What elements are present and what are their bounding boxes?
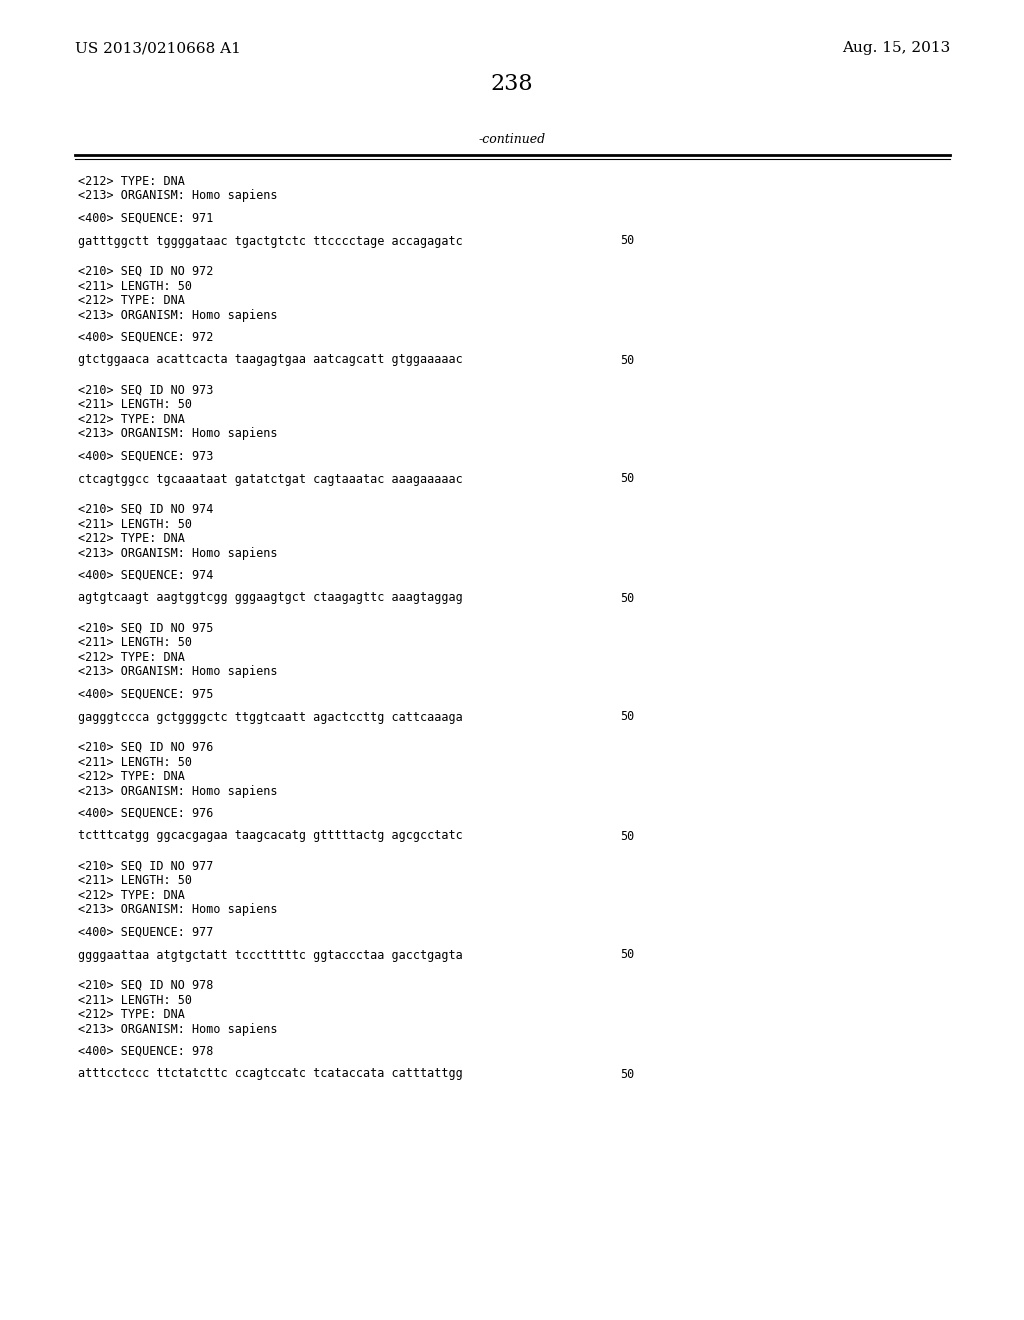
Text: Aug. 15, 2013: Aug. 15, 2013 bbox=[842, 41, 950, 55]
Text: <400> SEQUENCE: 975: <400> SEQUENCE: 975 bbox=[78, 688, 213, 701]
Text: -continued: -continued bbox=[478, 133, 546, 147]
Text: <210> SEQ ID NO 972: <210> SEQ ID NO 972 bbox=[78, 265, 213, 279]
Text: 50: 50 bbox=[620, 235, 634, 248]
Text: <400> SEQUENCE: 978: <400> SEQUENCE: 978 bbox=[78, 1045, 213, 1059]
Text: <213> ORGANISM: Homo sapiens: <213> ORGANISM: Homo sapiens bbox=[78, 665, 278, 678]
Text: <211> LENGTH: 50: <211> LENGTH: 50 bbox=[78, 755, 193, 768]
Text: <211> LENGTH: 50: <211> LENGTH: 50 bbox=[78, 280, 193, 293]
Text: <213> ORGANISM: Homo sapiens: <213> ORGANISM: Homo sapiens bbox=[78, 784, 278, 797]
Text: ggggaattaa atgtgctatt tccctttttc ggtaccctaa gacctgagta: ggggaattaa atgtgctatt tccctttttc ggtaccc… bbox=[78, 949, 463, 961]
Text: <210> SEQ ID NO 978: <210> SEQ ID NO 978 bbox=[78, 979, 213, 993]
Text: <213> ORGANISM: Homo sapiens: <213> ORGANISM: Homo sapiens bbox=[78, 1023, 278, 1035]
Text: <211> LENGTH: 50: <211> LENGTH: 50 bbox=[78, 636, 193, 649]
Text: gtctggaaca acattcacta taagagtgaa aatcagcatt gtggaaaaac: gtctggaaca acattcacta taagagtgaa aatcagc… bbox=[78, 354, 463, 367]
Text: <400> SEQUENCE: 973: <400> SEQUENCE: 973 bbox=[78, 450, 213, 463]
Text: <213> ORGANISM: Homo sapiens: <213> ORGANISM: Homo sapiens bbox=[78, 428, 278, 441]
Text: atttcctccc ttctatcttc ccagtccatc tcataccata catttattgg: atttcctccc ttctatcttc ccagtccatc tcatacc… bbox=[78, 1068, 463, 1081]
Text: 50: 50 bbox=[620, 949, 634, 961]
Text: <210> SEQ ID NO 975: <210> SEQ ID NO 975 bbox=[78, 622, 213, 635]
Text: tctttcatgg ggcacgagaa taagcacatg gtttttactg agcgcctatc: tctttcatgg ggcacgagaa taagcacatg gttttta… bbox=[78, 829, 463, 842]
Text: <210> SEQ ID NO 973: <210> SEQ ID NO 973 bbox=[78, 384, 213, 397]
Text: <211> LENGTH: 50: <211> LENGTH: 50 bbox=[78, 399, 193, 412]
Text: 50: 50 bbox=[620, 354, 634, 367]
Text: ctcagtggcc tgcaaataat gatatctgat cagtaaatac aaagaaaaac: ctcagtggcc tgcaaataat gatatctgat cagtaaa… bbox=[78, 473, 463, 486]
Text: <212> TYPE: DNA: <212> TYPE: DNA bbox=[78, 294, 185, 308]
Text: <210> SEQ ID NO 976: <210> SEQ ID NO 976 bbox=[78, 741, 213, 754]
Text: <213> ORGANISM: Homo sapiens: <213> ORGANISM: Homo sapiens bbox=[78, 546, 278, 560]
Text: <213> ORGANISM: Homo sapiens: <213> ORGANISM: Homo sapiens bbox=[78, 309, 278, 322]
Text: <212> TYPE: DNA: <212> TYPE: DNA bbox=[78, 770, 185, 783]
Text: agtgtcaagt aagtggtcgg gggaagtgct ctaagagttc aaagtaggag: agtgtcaagt aagtggtcgg gggaagtgct ctaagag… bbox=[78, 591, 463, 605]
Text: <212> TYPE: DNA: <212> TYPE: DNA bbox=[78, 888, 185, 902]
Text: <400> SEQUENCE: 977: <400> SEQUENCE: 977 bbox=[78, 927, 213, 939]
Text: <210> SEQ ID NO 977: <210> SEQ ID NO 977 bbox=[78, 861, 213, 873]
Text: <212> TYPE: DNA: <212> TYPE: DNA bbox=[78, 413, 185, 426]
Text: 238: 238 bbox=[490, 73, 534, 95]
Text: <213> ORGANISM: Homo sapiens: <213> ORGANISM: Homo sapiens bbox=[78, 903, 278, 916]
Text: <211> LENGTH: 50: <211> LENGTH: 50 bbox=[78, 874, 193, 887]
Text: 50: 50 bbox=[620, 591, 634, 605]
Text: <212> TYPE: DNA: <212> TYPE: DNA bbox=[78, 532, 185, 545]
Text: 50: 50 bbox=[620, 829, 634, 842]
Text: <211> LENGTH: 50: <211> LENGTH: 50 bbox=[78, 517, 193, 531]
Text: 50: 50 bbox=[620, 710, 634, 723]
Text: <400> SEQUENCE: 976: <400> SEQUENCE: 976 bbox=[78, 807, 213, 820]
Text: <212> TYPE: DNA: <212> TYPE: DNA bbox=[78, 1008, 185, 1020]
Text: <210> SEQ ID NO 974: <210> SEQ ID NO 974 bbox=[78, 503, 213, 516]
Text: 50: 50 bbox=[620, 473, 634, 486]
Text: <211> LENGTH: 50: <211> LENGTH: 50 bbox=[78, 994, 193, 1006]
Text: <212> TYPE: DNA: <212> TYPE: DNA bbox=[78, 176, 185, 187]
Text: US 2013/0210668 A1: US 2013/0210668 A1 bbox=[75, 41, 241, 55]
Text: <400> SEQUENCE: 974: <400> SEQUENCE: 974 bbox=[78, 569, 213, 582]
Text: <212> TYPE: DNA: <212> TYPE: DNA bbox=[78, 651, 185, 664]
Text: gagggtccca gctggggctc ttggtcaatt agactccttg cattcaaaga: gagggtccca gctggggctc ttggtcaatt agactcc… bbox=[78, 710, 463, 723]
Text: <400> SEQUENCE: 972: <400> SEQUENCE: 972 bbox=[78, 331, 213, 345]
Text: <213> ORGANISM: Homo sapiens: <213> ORGANISM: Homo sapiens bbox=[78, 190, 278, 202]
Text: <400> SEQUENCE: 971: <400> SEQUENCE: 971 bbox=[78, 213, 213, 224]
Text: gatttggctt tggggataac tgactgtctc ttcccctage accagagatc: gatttggctt tggggataac tgactgtctc ttcccct… bbox=[78, 235, 463, 248]
Text: 50: 50 bbox=[620, 1068, 634, 1081]
